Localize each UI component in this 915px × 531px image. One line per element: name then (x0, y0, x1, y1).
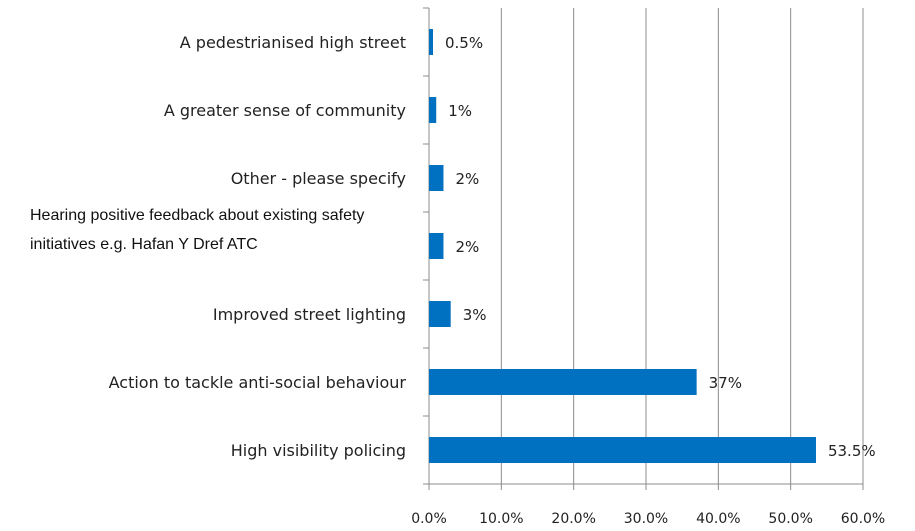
data-label: 3% (463, 306, 487, 324)
x-tick-label: 40.0% (696, 511, 740, 527)
category-label: High visibility policing (231, 441, 406, 460)
x-tick-label: 10.0% (479, 511, 523, 527)
axes (423, 8, 863, 490)
category-label-hearing-positive-feedback: Hearing positive feedback about existing… (30, 201, 370, 259)
data-labels: 0.5% 1% 2% 2% 3% 37% 53.5% (445, 34, 876, 460)
category-label: Improved street lighting (213, 305, 406, 324)
gridlines (501, 8, 863, 484)
data-label: 37% (709, 374, 742, 392)
bars (429, 29, 816, 463)
x-tick-label: 20.0% (551, 511, 595, 527)
bar (429, 29, 433, 55)
category-label: Other - please specify (231, 169, 406, 188)
bar (429, 97, 436, 123)
category-label: Action to tackle anti-social behaviour (109, 373, 407, 392)
data-label: 53.5% (828, 442, 876, 460)
x-tick-label: 50.0% (768, 511, 812, 527)
bar (429, 165, 443, 191)
bar (429, 301, 451, 327)
data-label: 0.5% (445, 34, 483, 52)
x-tick-labels: 0.0% 10.0% 20.0% 30.0% 40.0% 50.0% 60.0% (411, 511, 885, 527)
category-label: A pedestrianised high street (180, 33, 406, 52)
x-tick-label: 30.0% (624, 511, 668, 527)
category-label: A greater sense of community (164, 101, 406, 120)
bar (429, 233, 443, 259)
data-label: 2% (455, 238, 479, 256)
x-tick-label: 60.0% (841, 511, 885, 527)
bar (429, 369, 697, 395)
data-label: 2% (455, 170, 479, 188)
data-label: 1% (448, 102, 472, 120)
bar (429, 437, 816, 463)
x-tick-label: 0.0% (411, 511, 447, 527)
